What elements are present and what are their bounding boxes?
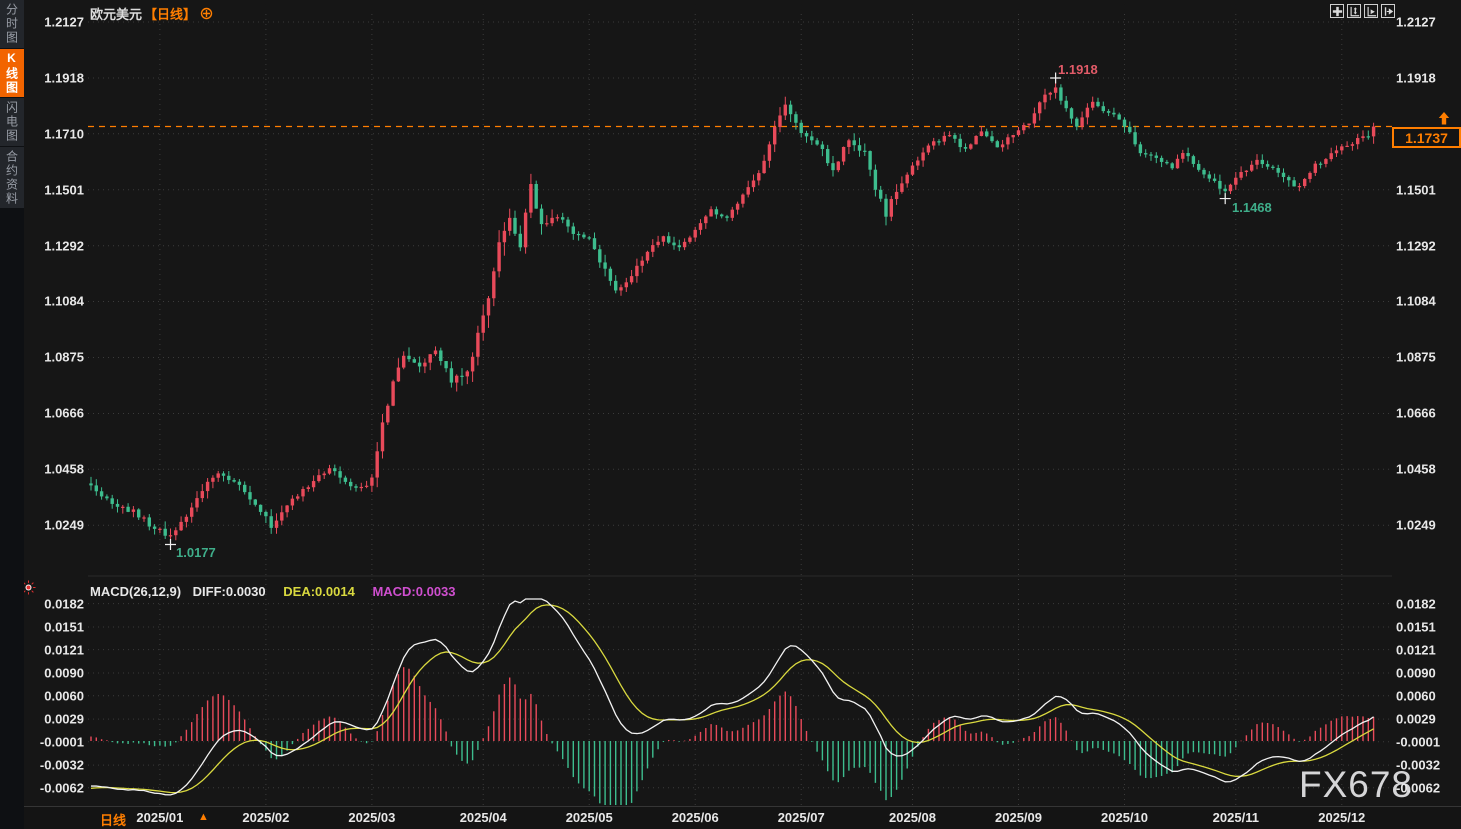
chart-toolbar bbox=[1330, 4, 1395, 18]
candles-layer bbox=[89, 77, 1376, 545]
price-axis-label-left: 1.1501 bbox=[44, 182, 84, 198]
price-axis-label-left: 1.1710 bbox=[44, 126, 84, 142]
macd-dea-value: DEA:0.0014 bbox=[283, 584, 355, 599]
macd-axis-label-left: 0.0121 bbox=[44, 642, 84, 658]
macd-dea-line bbox=[90, 604, 1374, 794]
x-axis-row bbox=[0, 806, 1461, 829]
date-axis-label: 2025/10 bbox=[1101, 810, 1148, 825]
macd-axis-label-right: 0.0060 bbox=[1396, 688, 1436, 704]
date-axis-label: 2025/06 bbox=[671, 810, 719, 825]
current-price-tag: 1.1737 bbox=[1392, 127, 1461, 148]
price-axis-label-left: 1.0666 bbox=[44, 405, 84, 421]
price-axis-label-right: 1.1292 bbox=[1396, 238, 1436, 254]
period-tag: 【日线】 bbox=[144, 7, 197, 22]
price-axis-label-left: 1.2127 bbox=[44, 14, 84, 30]
macd-axis-label-left: -0.0032 bbox=[39, 757, 84, 773]
pan-right-icon[interactable] bbox=[1381, 4, 1395, 18]
price-axis-label-right: 1.1501 bbox=[1396, 182, 1436, 198]
sidebar-item-candle-chart[interactable]: K线图 bbox=[0, 49, 24, 98]
price-axis-label-left: 1.1084 bbox=[44, 293, 84, 309]
price-axis-label-left: 1.0249 bbox=[44, 517, 84, 533]
macd-formula: MACD(26,12,9) bbox=[90, 584, 182, 599]
move-icon[interactable] bbox=[1330, 4, 1344, 18]
symbol-name: 欧元美元 bbox=[90, 7, 143, 22]
price-axis-label-left: 1.1918 bbox=[44, 70, 84, 86]
price-up-arrow-icon bbox=[1438, 112, 1450, 130]
swing-low-annotation: 1.1468 bbox=[1232, 200, 1272, 215]
date-axis-label: 2025/03 bbox=[348, 810, 396, 825]
price-axis-label-right: 1.0458 bbox=[1396, 461, 1436, 477]
date-axis-label: 2025/05 bbox=[565, 810, 613, 825]
sidebar-item-time-chart[interactable]: 分时图 bbox=[0, 0, 24, 49]
gridlines bbox=[88, 14, 1392, 806]
sidebar: 分时图 K线图 闪电图 合约资料 bbox=[0, 0, 24, 829]
macd-axis-label-left: 0.0151 bbox=[44, 619, 84, 635]
zoom-horizontal-icon[interactable] bbox=[1364, 4, 1378, 18]
date-axis-label: 2025/04 bbox=[459, 810, 507, 825]
macd-axis-label-left: 0.0060 bbox=[44, 688, 84, 704]
footer-period-label[interactable]: 日线 bbox=[100, 813, 127, 828]
date-axis-label: 2025/12 bbox=[1318, 810, 1366, 825]
macd-axis-label-left: -0.0062 bbox=[39, 780, 84, 796]
footer-period-up-icon[interactable]: ▲ bbox=[198, 811, 209, 823]
date-axis-label: 2025/11 bbox=[1212, 810, 1259, 825]
watermark: FX678 bbox=[1299, 764, 1414, 805]
macd-axis-label-right: 0.0090 bbox=[1396, 665, 1436, 681]
price-axis-label-right: 1.0875 bbox=[1396, 349, 1436, 365]
price-axis-label-right: 1.2127 bbox=[1396, 14, 1436, 30]
sidebar-item-lightning-chart[interactable]: 闪电图 bbox=[0, 98, 24, 147]
date-axis-label: 2025/09 bbox=[995, 810, 1042, 825]
price-axis-label-right: 1.1918 bbox=[1396, 70, 1436, 86]
macd-axis-label-right: 0.0029 bbox=[1396, 711, 1436, 727]
macd-diff-value: DIFF:0.0030 bbox=[192, 584, 266, 599]
date-axis-label: 2025/02 bbox=[242, 810, 290, 825]
sidebar-item-contract-info[interactable]: 合约资料 bbox=[0, 147, 24, 209]
macd-axis-label-left: 0.0182 bbox=[44, 596, 84, 612]
date-axis-label: 2025/01 bbox=[136, 810, 184, 825]
chart-title: 欧元美元 【日线】 bbox=[90, 4, 213, 23]
date-axis-label: 2025/07 bbox=[777, 810, 825, 825]
price-axis-label-right: 1.0249 bbox=[1396, 517, 1436, 533]
price-axis-label-left: 1.1292 bbox=[44, 238, 84, 254]
price-axis-label-left: 1.0875 bbox=[44, 349, 84, 365]
macd-axis-label-left: -0.0001 bbox=[39, 734, 84, 750]
macd-axis-label-left: 0.0090 bbox=[44, 665, 84, 681]
high-price-annotation: 1.1918 bbox=[1058, 62, 1098, 77]
low-price-annotation: 1.0177 bbox=[176, 545, 216, 560]
settings-icon[interactable] bbox=[200, 7, 213, 20]
macd-axis-label-right: -0.0032 bbox=[1396, 757, 1441, 773]
macd-axis-label-right: -0.0001 bbox=[1396, 734, 1441, 750]
price-axis-label-right: 1.1084 bbox=[1396, 293, 1436, 309]
macd-axis-label-right: 0.0151 bbox=[1396, 619, 1436, 635]
price-axis-label-left: 1.0458 bbox=[44, 461, 84, 477]
macd-axis-label-left: 0.0029 bbox=[44, 711, 84, 727]
date-axis-label: 2025/08 bbox=[889, 810, 936, 825]
macd-histogram bbox=[90, 667, 1375, 805]
macd-axis-label-right: 0.0182 bbox=[1396, 596, 1436, 612]
macd-header: MACD(26,12,9) DIFF:0.0030 DEA:0.0014 MAC… bbox=[90, 584, 456, 599]
macd-axis-label-right: -0.0062 bbox=[1396, 780, 1441, 796]
macd-diff-line bbox=[90, 598, 1374, 796]
macd-bar-value: MACD:0.0033 bbox=[372, 584, 456, 599]
zoom-vertical-icon[interactable] bbox=[1347, 4, 1361, 18]
price-axis-label-right: 1.0666 bbox=[1396, 405, 1436, 421]
macd-axis-label-right: 0.0121 bbox=[1396, 642, 1436, 658]
extreme-markers bbox=[165, 72, 1231, 550]
